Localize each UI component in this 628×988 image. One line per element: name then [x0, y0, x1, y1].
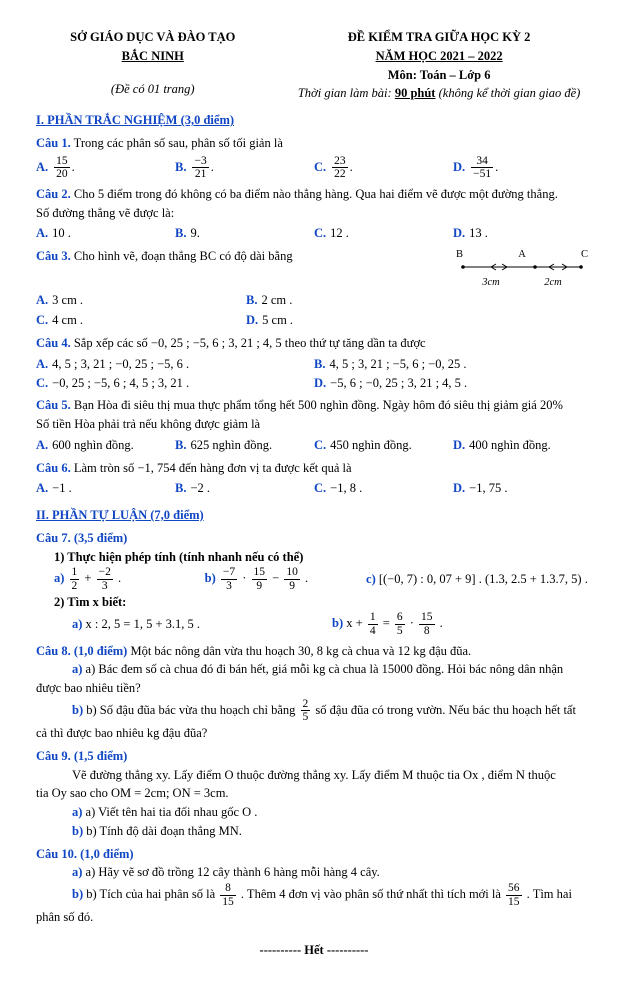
province-name: BẮC NINH — [36, 47, 270, 66]
question-2: Câu 2. Cho 5 điểm trong đó không có ba đ… — [36, 185, 592, 243]
q3-opt-c: C.4 cm . — [36, 311, 246, 330]
q10-a: a) a) Hãy vẽ sơ đồ trồng 12 cây thành 6 … — [36, 863, 592, 882]
q7-label: Câu 7. (3,5 điểm) — [36, 529, 592, 548]
segment-icon — [457, 263, 587, 275]
q7-2b: b) x + 14 = 65 · 158 . — [332, 611, 592, 637]
time-note: (không kể thời gian giao đề) — [439, 86, 581, 100]
q10-b-line2: phân số đó. — [36, 908, 592, 927]
q8-intro: Một bác nông dân vừa thu hoạch 30, 8 kg … — [130, 644, 471, 658]
q2-opt-c: C.12 . — [314, 224, 453, 243]
exam-time: Thời gian làm bài: 90 phút (không kể thờ… — [286, 84, 592, 103]
footer-end: ---------- Hết ---------- — [36, 941, 592, 960]
q5-opt-c: C.450 nghìn đồng. — [314, 436, 453, 455]
question-9: Câu 9. (1,5 điểm) Vẽ đường thẳng xy. Lấy… — [36, 747, 592, 841]
q5-opt-a: A.600 nghìn đồng. — [36, 436, 175, 455]
q8-a-line2: được bao nhiêu tiền? — [36, 679, 592, 698]
q4-opt-a: A.4, 5 ; 3, 21 ; −0, 25 ; −5, 6 . — [36, 355, 314, 374]
exam-subject: Môn: Toán – Lớp 6 — [286, 66, 592, 85]
q8-b: b) b) Số đậu đũa bác vừa thu hoạch chỉ b… — [36, 698, 592, 724]
q2-text1: Cho 5 điểm trong đó không có ba điểm nào… — [74, 187, 558, 201]
q5-opt-d: D.400 nghìn đồng. — [453, 436, 592, 455]
q2-label: Câu 2. — [36, 187, 71, 201]
page-note: (Đề có 01 trang) — [36, 80, 270, 99]
q9-a: a) a) Viết tên hai tia đối nhau gốc O . — [36, 803, 592, 822]
q6-opt-a: A.−1 . — [36, 479, 175, 498]
q3-label: Câu 3. — [36, 249, 71, 263]
page-header: SỞ GIÁO DỤC VÀ ĐÀO TẠO BẮC NINH (Đề có 0… — [36, 28, 592, 103]
q2-opt-a: A.10 . — [36, 224, 175, 243]
q7-part2: 2) Tìm x biết: — [36, 593, 592, 612]
q1-opt-a: A.1520 . — [36, 155, 175, 181]
time-value: 90 phút — [395, 86, 436, 100]
q6-opt-c: C.−1, 8 . — [314, 479, 453, 498]
q8-a: a) a) Bác đem số cà chua đó đi bán hết, … — [36, 660, 592, 679]
q2-opt-b: B.9. — [175, 224, 314, 243]
exam-year: NĂM HỌC 2021 – 2022 — [286, 47, 592, 66]
q3-opt-b: B.2 cm . — [246, 291, 456, 310]
question-10: Câu 10. (1,0 điểm) a) a) Hãy vẽ sơ đồ tr… — [36, 845, 592, 928]
q4-label: Câu 4. — [36, 336, 71, 350]
q6-label: Câu 6. — [36, 461, 71, 475]
q3-text: Cho hình vẽ, đoạn thẳng BC có độ dài bằn… — [74, 249, 293, 263]
question-1: Câu 1. Trong các phân số sau, phân số tố… — [36, 134, 592, 181]
question-5: Câu 5. Bạn Hòa đi siêu thị mua thực phẩm… — [36, 396, 592, 454]
q7-1a: a) 12 + −23 . — [54, 566, 205, 592]
section-1-title: I. PHẦN TRẮC NGHIỆM (3,0 điểm) — [36, 111, 592, 130]
q4-text: Sắp xếp các số −0, 25 ; −5, 6 ; 3, 21 ; … — [74, 336, 426, 350]
q1-opt-d: D.34−51 . — [453, 155, 592, 181]
q3-opt-a: A.3 cm . — [36, 291, 246, 310]
section-2-title: II. PHẦN TỰ LUẬN (7,0 điểm) — [36, 506, 592, 525]
q9-line1: Vẽ đường thẳng xy. Lấy điểm O thuộc đườn… — [36, 766, 592, 785]
q5-opt-b: B.625 nghìn đồng. — [175, 436, 314, 455]
exam-block: ĐỀ KIỂM TRA GIỮA HỌC KỲ 2 NĂM HỌC 2021 –… — [286, 28, 592, 103]
authority-name: SỞ GIÁO DỤC VÀ ĐÀO TẠO — [36, 28, 270, 47]
q9-label: Câu 9. (1,5 điểm) — [36, 747, 592, 766]
question-8: Câu 8. (1,0 điểm) Một bác nông dân vừa t… — [36, 642, 592, 743]
question-3: BAC 3cm2cm Câu 3. Cho hình vẽ, đoạn thẳn… — [36, 247, 592, 330]
q8-b-line2: cả thì được bao nhiêu kg đậu đũa? — [36, 724, 592, 743]
question-6: Câu 6. Làm tròn số −1, 754 đến hàng đơn … — [36, 459, 592, 499]
question-4: Câu 4. Sắp xếp các số −0, 25 ; −5, 6 ; 3… — [36, 334, 592, 392]
q1-opt-b: B.−321 . — [175, 155, 314, 181]
q5-text1: Bạn Hòa đi siêu thị mua thực phẩm tổng h… — [74, 398, 563, 412]
q6-text: Làm tròn số −1, 754 đến hàng đơn vị ta đ… — [74, 461, 352, 475]
q1-text: Trong các phân số sau, phân số tối giản … — [74, 136, 283, 150]
q6-opt-b: B.−2 . — [175, 479, 314, 498]
q2-text2: Số đường thẳng vẽ được là: — [36, 204, 592, 223]
q7-1b: b) −73 · 159 − 109 . — [205, 566, 366, 592]
q5-label: Câu 5. — [36, 398, 71, 412]
q4-opt-d: D.−5, 6 ; −0, 25 ; 3, 21 ; 4, 5 . — [314, 374, 592, 393]
q7-part1: 1) Thực hiện phép tính (tính nhanh nếu c… — [36, 548, 592, 567]
q1-label: Câu 1. — [36, 136, 71, 150]
exam-title: ĐỀ KIỂM TRA GIỮA HỌC KỲ 2 — [286, 28, 592, 47]
q5-text2: Số tiền Hòa phải trả nếu không được giảm… — [36, 415, 592, 434]
q3-diagram: BAC 3cm2cm — [452, 247, 592, 291]
q4-opt-b: B.4, 5 ; 3, 21 ; −5, 6 ; −0, 25 . — [314, 355, 592, 374]
q1-opt-c: C.2322 . — [314, 155, 453, 181]
q9-line2: tia Oy sao cho OM = 2cm; ON = 3cm. — [36, 784, 592, 803]
authority-block: SỞ GIÁO DỤC VÀ ĐÀO TẠO BẮC NINH (Đề có 0… — [36, 28, 270, 103]
q10-label: Câu 10. (1,0 điểm) — [36, 845, 592, 864]
q7-2a: a) x : 2, 5 = 1, 5 + 3.1, 5 . — [72, 615, 332, 634]
q9-b: b) b) Tính độ dài đoạn thẳng MN. — [36, 822, 592, 841]
q7-1c: c) [(−0, 7) : 0, 07 + 9] . (1.3, 2.5 + 1… — [366, 570, 592, 589]
q10-b: b) b) Tích của hai phân số là 815 . Thêm… — [36, 882, 592, 908]
q8-label: Câu 8. (1,0 điểm) — [36, 644, 127, 658]
q3-opt-d: D.5 cm . — [246, 311, 456, 330]
time-label: Thời gian làm bài: — [298, 86, 392, 100]
question-7: Câu 7. (3,5 điểm) 1) Thực hiện phép tính… — [36, 529, 592, 638]
q6-opt-d: D.−1, 75 . — [453, 479, 592, 498]
q2-opt-d: D.13 . — [453, 224, 592, 243]
q4-opt-c: C.−0, 25 ; −5, 6 ; 4, 5 ; 3, 21 . — [36, 374, 314, 393]
